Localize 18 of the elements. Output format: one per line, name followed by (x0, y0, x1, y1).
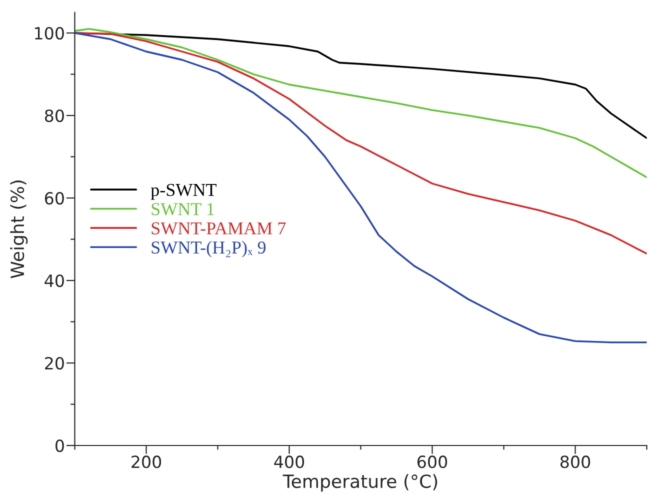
legend-label: SWNT-PAMAM 7 (152, 222, 286, 235)
x-tick-label: 400 (274, 456, 304, 468)
y-tick-label: 20 (45, 356, 64, 370)
x-tick-label: 800 (560, 456, 590, 468)
y-tick-label: 0 (56, 439, 64, 452)
y-tick-label: 100 (35, 26, 64, 40)
x-axis-title: Temperature (°C) (282, 474, 438, 492)
line-series (74, 32, 647, 344)
legend-label: SWNT-(H₂P)ₓ 9 (152, 240, 266, 258)
x-tick-label: 200 (132, 456, 162, 468)
x-tick-label: 600 (418, 456, 448, 468)
line-series (74, 28, 647, 178)
y-axis-title: Weight (%) (10, 180, 28, 278)
legend-label: SWNT 1 (152, 203, 214, 216)
y-tick-label: 40 (44, 274, 64, 288)
y-tick-label: 80 (44, 109, 64, 122)
legend-label: p-SWNT (150, 184, 216, 200)
y-tick-label: 60 (44, 192, 64, 205)
